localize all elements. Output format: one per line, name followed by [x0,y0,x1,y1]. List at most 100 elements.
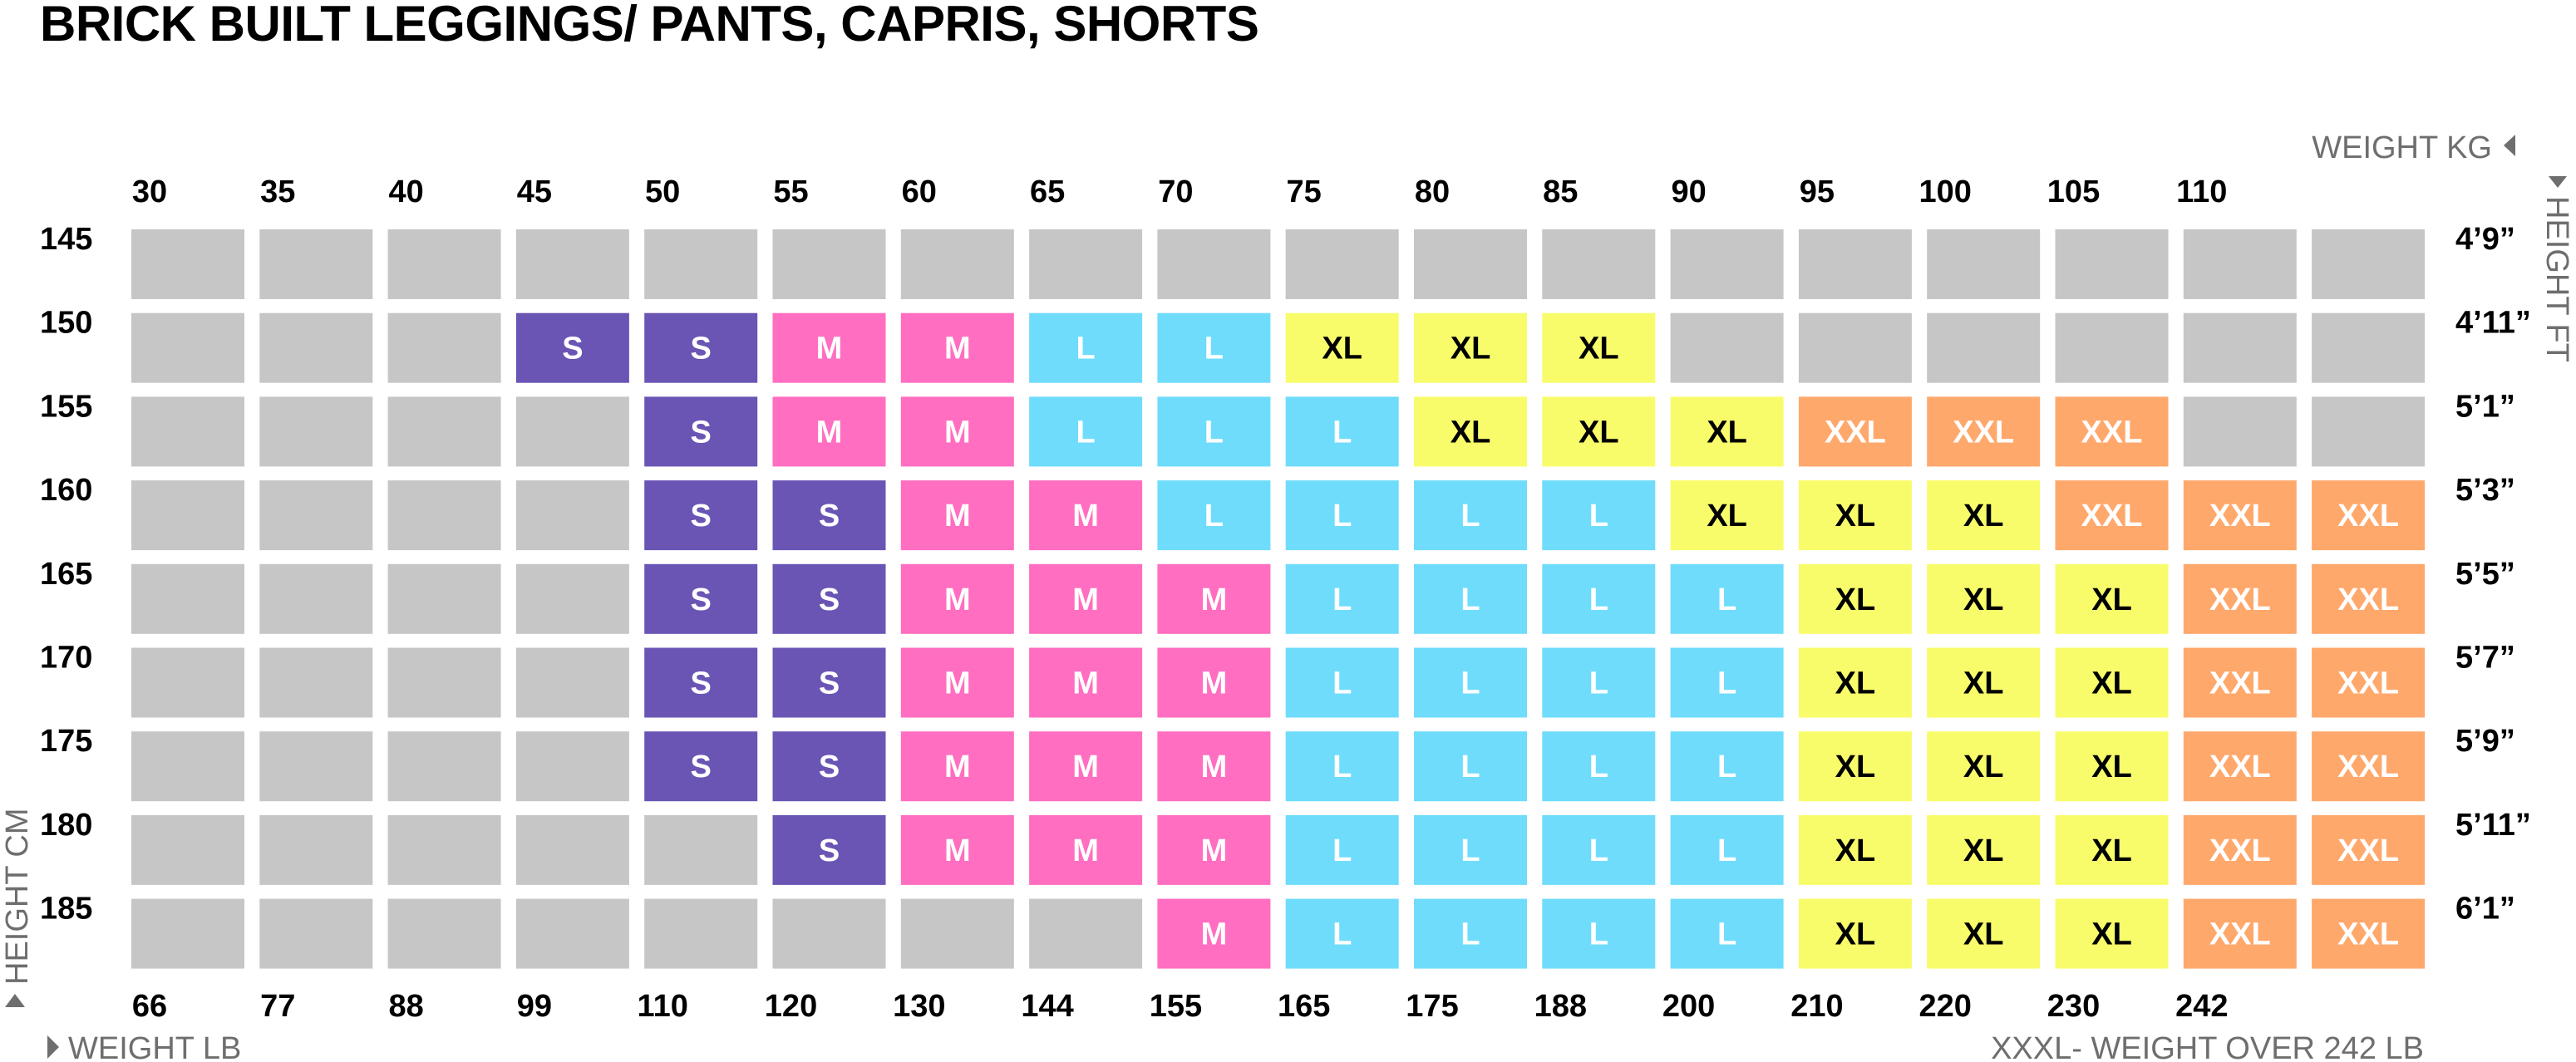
size-label: M [1072,583,1099,617]
height-ft-tick: 5’9” [2455,724,2515,759]
size-cell-xxl [2055,480,2169,551]
size-label: L [1717,666,1736,701]
height-ft-tick: 4’9” [2455,222,2515,257]
size-cell-xxl [2183,563,2297,634]
empty-cell [2183,396,2297,467]
size-cell-xl [1927,647,2041,718]
height-ft-tick: 5’5” [2455,557,2515,592]
size-cell-xxl [2312,563,2426,634]
size-label: XL [1835,583,1876,617]
size-cell-l [1414,814,1527,885]
size-cell-l [1285,898,1399,969]
size-cell-xl [1542,312,1656,383]
height-cm-tick: 170 [40,641,92,676]
arrow-down-icon [2549,176,2567,188]
size-label: L [1460,499,1480,533]
size-cell-xl [1798,898,1912,969]
size-label: L [1332,666,1352,701]
size-cell-s [772,563,886,634]
size-label: S [691,415,712,450]
size-label: M [944,499,971,533]
empty-cell [515,396,629,467]
size-label: L [1460,750,1480,784]
size-label: L [1717,833,1736,868]
size-cell-s [644,731,758,802]
size-cell-xxl [2183,647,2297,718]
size-label: M [944,750,971,784]
empty-cell [900,898,1014,969]
size-label: XL [1963,666,2004,701]
size-cell-m [900,396,1014,467]
empty-cell [1670,312,1784,383]
weight-kg-tick: 50 [645,175,680,209]
height-cm-tick: 165 [40,557,92,592]
size-cell-xl [1798,814,1912,885]
empty-cell [515,814,629,885]
size-cell-xxl [2312,480,2426,551]
empty-cell [2312,312,2426,383]
height-cm-axis-label: HEIGHT CM [0,808,35,985]
size-cell-xxl [2312,898,2426,969]
size-cell-s [772,731,886,802]
size-label: L [1589,499,1608,533]
weight-kg-tick: 60 [902,175,937,209]
size-cell-m [900,731,1014,802]
height-ft-tick: 5’3” [2455,473,2515,508]
size-label: S [819,666,840,701]
size-label: L [1589,666,1608,701]
size-cell-xxl [2312,647,2426,718]
size-label: XXL [2337,499,2399,533]
weight-lb-tick: 88 [388,989,423,1024]
size-cell-m [1157,731,1271,802]
size-label: XL [2091,833,2132,868]
empty-cell [1157,229,1271,299]
size-label: S [691,583,712,617]
weight-lb-tick: 165 [1278,989,1330,1024]
size-cell-l [1542,814,1656,885]
weight-lb-axis-label: WEIGHT LB [68,1031,241,1062]
size-cell-l [1670,647,1784,718]
size-label: XL [1963,499,2004,533]
size-cell-l [1414,563,1527,634]
height-cm-tick: 180 [40,808,92,843]
empty-cell [1285,229,1399,299]
empty-cell [900,229,1014,299]
size-cell-xxl [2312,814,2426,885]
size-label: XL [1579,332,1619,366]
size-cell-xxl [2183,898,2297,969]
size-label: M [944,666,971,701]
size-label: M [1072,833,1099,868]
size-cell-xl [2055,647,2169,718]
size-cell-l [1414,731,1527,802]
empty-cell [259,647,373,718]
size-label: XL [1963,583,2004,617]
size-label: XXL [2337,833,2399,868]
size-label: XXL [2337,583,2399,617]
size-label: XXL [2337,917,2399,952]
size-cell-xl [1798,480,1912,551]
empty-cell [1927,229,2041,299]
size-cell-m [900,814,1014,885]
empty-cell [515,647,629,718]
size-cell-l [1414,647,1527,718]
size-cell-l [1285,814,1399,885]
size-cell-s [644,647,758,718]
size-cell-xxl [2183,731,2297,802]
empty-cell [131,229,244,299]
empty-cell [387,396,501,467]
size-label: L [1460,917,1480,952]
empty-cell [259,898,373,969]
size-cell-xl [1927,563,2041,634]
size-cell-l [1542,563,1656,634]
size-cell-m [1029,731,1143,802]
size-label: XL [1322,332,1362,366]
size-cell-s [772,647,886,718]
size-label: M [1201,833,1228,868]
size-label: XXL [1953,415,2014,450]
size-label: S [691,499,712,533]
size-label: S [562,332,583,366]
size-label: M [1201,583,1228,617]
size-cell-l [1542,731,1656,802]
weight-kg-tick: 40 [388,175,423,209]
size-label: S [691,666,712,701]
